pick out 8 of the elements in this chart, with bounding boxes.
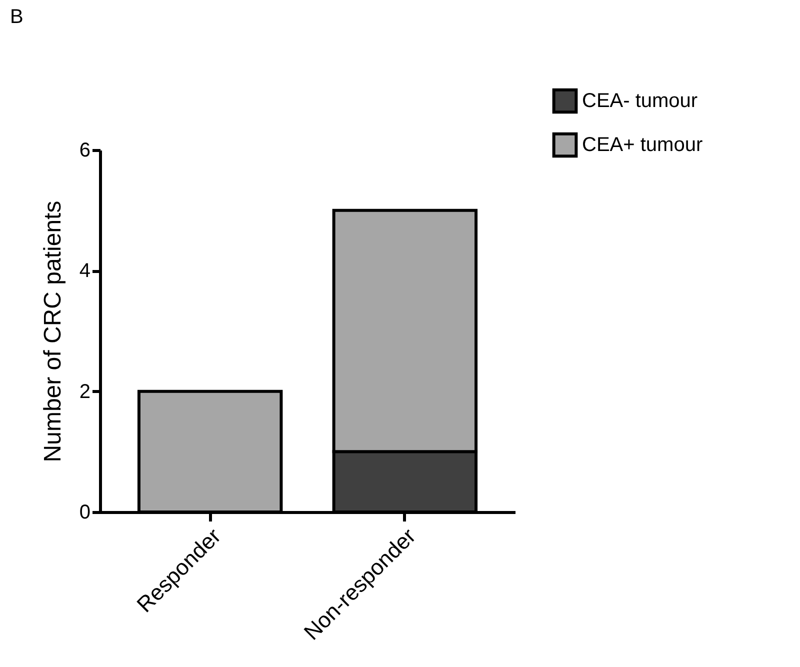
y-tick-label: 2 [79, 380, 90, 403]
legend-label: CEA+ tumour [582, 134, 703, 156]
y-axis-title: Number of CRC patients [39, 200, 66, 462]
y-tick-label: 6 [79, 140, 90, 162]
legend-label: CEA- tumour [582, 90, 698, 112]
y-tick-label: 0 [79, 502, 90, 524]
y-tick-label: 4 [79, 260, 90, 282]
text: B [10, 6, 24, 29]
